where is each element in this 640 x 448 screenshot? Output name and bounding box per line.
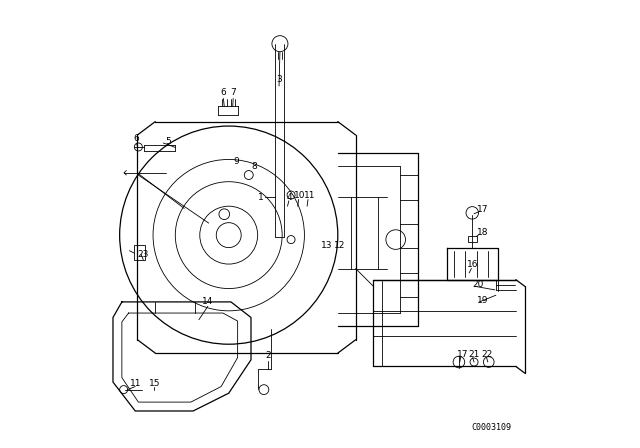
Text: 14: 14 <box>202 297 214 306</box>
Text: 8: 8 <box>252 162 257 171</box>
Text: 10: 10 <box>294 190 306 199</box>
Text: 18: 18 <box>477 228 489 237</box>
Text: 9: 9 <box>234 157 239 166</box>
Text: 19: 19 <box>477 296 489 305</box>
Text: 11: 11 <box>304 190 316 199</box>
Text: 11: 11 <box>129 379 141 388</box>
Text: 5: 5 <box>165 137 171 146</box>
Bar <box>468 236 477 242</box>
Text: 12: 12 <box>333 241 345 250</box>
Text: 2: 2 <box>265 351 271 360</box>
Text: 16: 16 <box>467 260 479 269</box>
Text: 23: 23 <box>138 250 149 259</box>
Text: 17: 17 <box>477 205 489 214</box>
Text: 6: 6 <box>134 134 140 143</box>
Text: 21: 21 <box>468 349 480 358</box>
Text: 3: 3 <box>276 75 282 84</box>
Text: 6: 6 <box>221 88 227 97</box>
Text: 13: 13 <box>321 241 332 250</box>
Text: 4: 4 <box>287 193 292 202</box>
Text: 22: 22 <box>482 349 493 358</box>
Text: 1: 1 <box>259 193 264 202</box>
Text: C0003109: C0003109 <box>472 423 511 432</box>
Bar <box>134 246 145 260</box>
Text: 17: 17 <box>457 349 468 358</box>
Text: 20: 20 <box>473 280 484 289</box>
Text: 15: 15 <box>148 379 160 388</box>
Text: 7: 7 <box>230 88 236 97</box>
